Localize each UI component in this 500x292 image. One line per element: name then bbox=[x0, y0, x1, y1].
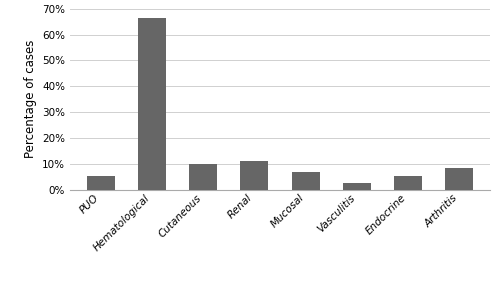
Bar bbox=[240, 161, 268, 190]
Bar bbox=[189, 164, 218, 190]
Bar bbox=[86, 175, 115, 190]
Bar bbox=[138, 18, 166, 190]
Y-axis label: Percentage of cases: Percentage of cases bbox=[24, 40, 36, 159]
Bar bbox=[292, 172, 320, 190]
Bar bbox=[394, 175, 422, 190]
Bar bbox=[445, 168, 474, 190]
Bar bbox=[342, 182, 371, 190]
